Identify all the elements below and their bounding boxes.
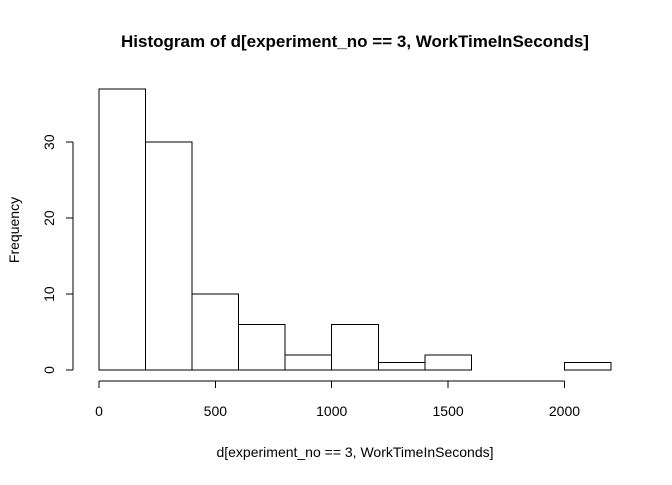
y-tick-label: 20 <box>41 210 57 226</box>
x-axis: 0 500 1000 1500 2000 <box>95 380 580 419</box>
x-tick-label: 2000 <box>549 403 580 419</box>
y-axis-label: Frequency <box>6 197 22 263</box>
bars-group <box>98 88 612 371</box>
x-tick-label: 1000 <box>316 403 347 419</box>
y-tick-label: 0 <box>41 366 57 374</box>
chart-title: Histogram of d[experiment_no == 3, WorkT… <box>121 32 589 51</box>
x-tick-label: 1500 <box>433 403 464 419</box>
y-tick-label: 10 <box>41 286 57 302</box>
histogram-bar <box>331 323 379 371</box>
histogram-bar <box>238 323 286 371</box>
histogram-bar <box>424 354 472 371</box>
histogram-bar <box>191 293 240 371</box>
x-tick-label: 0 <box>95 403 103 419</box>
histogram-bar <box>284 354 333 371</box>
histogram-bar <box>98 88 147 371</box>
x-axis-label: d[experiment_no == 3, WorkTimeInSeconds] <box>216 444 493 460</box>
histogram-bar <box>563 361 612 371</box>
histogram-bar <box>145 141 193 371</box>
histogram-bar <box>377 361 426 371</box>
y-tick-label: 30 <box>41 134 57 150</box>
x-tick-label: 500 <box>204 403 228 419</box>
y-axis: 0 10 20 30 <box>41 134 74 374</box>
